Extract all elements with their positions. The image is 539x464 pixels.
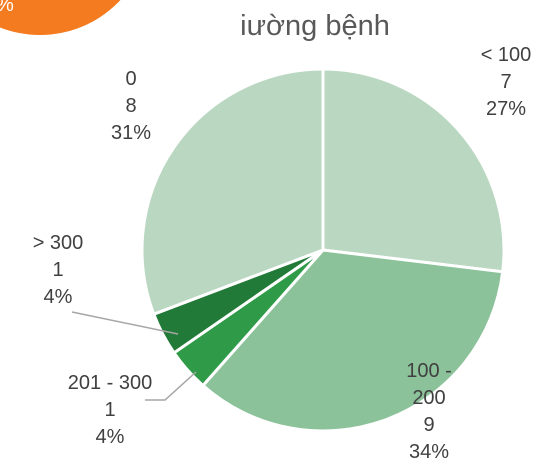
data-label: > 300 1 4%: [13, 230, 103, 311]
fragment-text: %: [0, 0, 14, 17]
leader-line: [145, 371, 197, 401]
pie-slice: [140, 67, 325, 317]
pie-slice: [200, 248, 505, 433]
data-label: 201 - 300 1 4%: [55, 370, 165, 451]
chart-title: iường bệnh: [240, 10, 390, 42]
percent-label: 31%: [110, 122, 152, 144]
data-label: 100 - 200 9 34%: [403, 358, 455, 464]
category-label: 0: [125, 68, 137, 90]
orange-fragment: [0, 0, 121, 35]
pie-slice: [321, 67, 506, 274]
percent-label: 4%: [43, 286, 73, 308]
value-label: 1: [52, 259, 64, 281]
value-label: 8: [125, 95, 137, 117]
percent-label: 4%: [95, 426, 125, 448]
category-label: < 100: [480, 44, 532, 66]
category-label: 100 - 200: [406, 360, 452, 409]
percent-label: 34%: [408, 441, 450, 463]
value-label: 7: [500, 71, 512, 93]
data-label: 0 8 31%: [91, 66, 171, 147]
leader-line: [71, 311, 179, 335]
percent-label: 27%: [485, 98, 527, 120]
data-label: < 100 7 27%: [466, 42, 539, 123]
category-label: > 300: [32, 232, 84, 254]
category-label: 201 - 300: [67, 372, 153, 394]
value-label: 1: [104, 399, 116, 421]
value-label: 9: [423, 414, 435, 436]
